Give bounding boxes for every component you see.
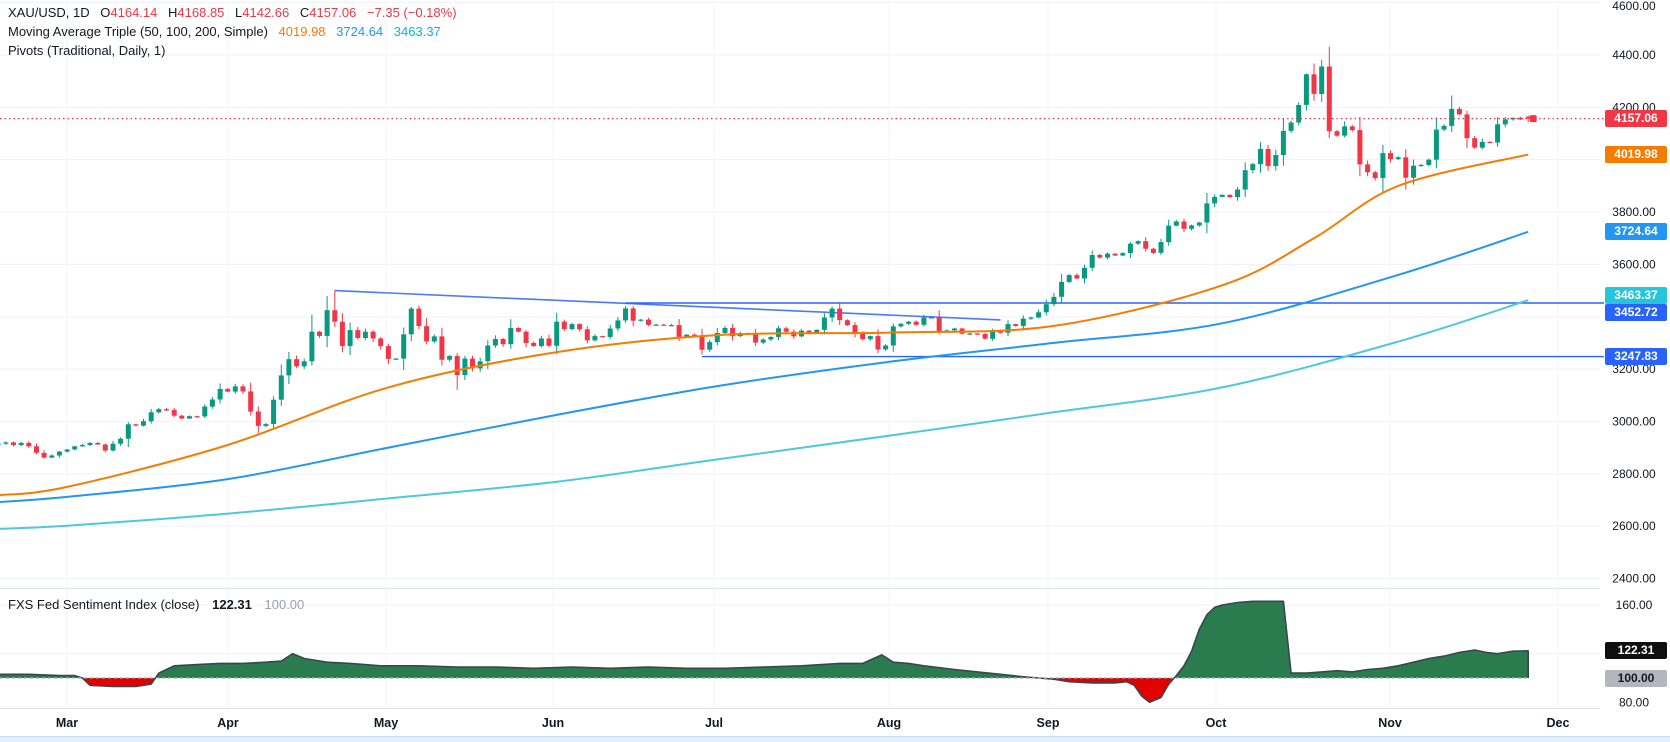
- ma100-line[interactable]: [0, 230, 1529, 503]
- gridlines: [0, 0, 1600, 708]
- price-tick: 3200.00: [1612, 362, 1656, 376]
- ma200-value: 3463.37: [393, 24, 441, 39]
- price-tick: 4600.00: [1612, 0, 1656, 13]
- month-label: Mar: [56, 716, 78, 730]
- month-label: Aug: [877, 716, 901, 730]
- month-label: Jun: [542, 716, 564, 730]
- ma200-line[interactable]: [0, 299, 1529, 530]
- pivot-s-badge: 3247.83: [1605, 348, 1667, 366]
- last-price-marker: [1529, 115, 1537, 123]
- ma50-badge: 4019.98: [1605, 145, 1667, 163]
- descending-trendline[interactable]: [334, 289, 1001, 321]
- price-tick: 3800.00: [1612, 205, 1656, 219]
- open-label: O: [100, 5, 111, 20]
- month-label: Sep: [1037, 716, 1060, 730]
- ma50-line[interactable]: [0, 153, 1529, 497]
- change-value: −7.35 (−0.18%): [366, 5, 457, 20]
- price-axis-labels[interactable]: 4600.004400.004200.003800.003600.003200.…: [1612, 0, 1656, 709]
- sentiment-area: [0, 600, 1529, 704]
- sentiment-indicator-title[interactable]: FXS Fed Sentiment Index (close): [8, 597, 200, 612]
- price-tick: 3600.00: [1612, 257, 1656, 271]
- ma100-badge: 3724.64: [1605, 223, 1667, 241]
- current-price-badge: 4157.06: [1605, 110, 1667, 128]
- price-tick: 2600.00: [1612, 519, 1656, 533]
- month-label: Oct: [1206, 716, 1228, 730]
- close-value: 4157.06: [309, 5, 357, 20]
- month-label: Nov: [1378, 716, 1402, 730]
- pane-separators[interactable]: [0, 588, 1600, 709]
- month-label: Dec: [1547, 716, 1570, 730]
- sentiment-base-value: 100.00: [264, 597, 305, 612]
- open-value: 4164.14: [110, 5, 158, 20]
- sub-tick: 80.00: [1619, 695, 1649, 709]
- high-label: H: [168, 5, 178, 20]
- symbol-title[interactable]: XAU/USD, 1D: [8, 5, 90, 20]
- low-value: 4142.66: [242, 5, 290, 20]
- sentiment-value: 122.31: [212, 597, 252, 612]
- ma100-value: 3724.64: [336, 24, 384, 39]
- bottom-toolbar-strip: [0, 736, 1670, 742]
- candlestick-series: [0, 46, 1531, 459]
- price-tick: 4400.00: [1612, 48, 1656, 62]
- pivot-lines[interactable]: [625, 302, 1605, 358]
- ma200-badge: 3463.37: [1605, 286, 1667, 304]
- month-label: Apr: [217, 716, 239, 730]
- high-value: 4168.85: [177, 5, 225, 20]
- main-legend: XAU/USD, 1D O4164.14 H4168.85 L4142.66 C…: [8, 3, 457, 60]
- sub-tick: 160.00: [1616, 598, 1653, 612]
- month-label: May: [374, 716, 398, 730]
- sentiment-base-badge: 100.00: [1605, 669, 1667, 687]
- pivot-r-badge: 3452.72: [1605, 303, 1667, 321]
- sentiment-value-badge: 122.31: [1605, 642, 1667, 660]
- price-scale[interactable]: 4157.06 4019.98 3724.64 3463.37 3452.72 3247.…: [1600, 0, 1670, 742]
- ma50-value: 4019.98: [278, 24, 326, 39]
- symbol-legend-row[interactable]: XAU/USD, 1D O4164.14 H4168.85 L4142.66 C…: [8, 3, 457, 22]
- ma-legend-row[interactable]: Moving Average Triple (50, 100, 200, Sim…: [8, 22, 457, 41]
- low-label: L: [235, 5, 243, 20]
- sentiment-legend-row[interactable]: FXS Fed Sentiment Index (close) 122.31 1…: [8, 597, 304, 612]
- close-label: C: [299, 5, 310, 20]
- time-axis-labels[interactable]: Mar Apr May Jun Jul Aug Sep Oct Nov Dec: [56, 716, 1570, 730]
- price-tick: 2400.00: [1612, 572, 1656, 586]
- ma-indicator-title[interactable]: Moving Average Triple (50, 100, 200, Sim…: [8, 24, 268, 39]
- price-tick: 3000.00: [1612, 415, 1656, 429]
- month-label: Jul: [705, 716, 723, 730]
- pivots-indicator-title[interactable]: Pivots (Traditional, Daily, 1): [8, 43, 166, 58]
- pivots-legend-row[interactable]: Pivots (Traditional, Daily, 1): [8, 41, 457, 60]
- price-tick: 2800.00: [1612, 467, 1656, 481]
